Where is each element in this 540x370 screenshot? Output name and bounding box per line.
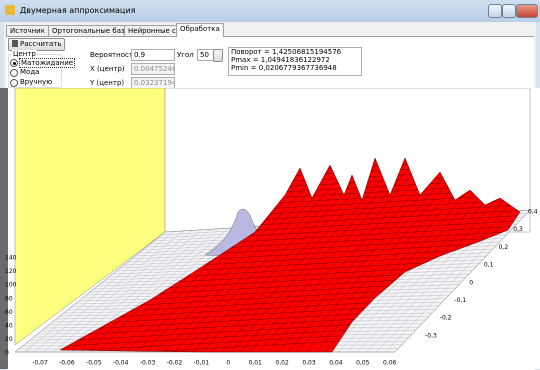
x-tick-label: 0,05 [356, 360, 370, 367]
field-label: Y (центр) [90, 79, 124, 87]
x-tick-label: 0,06 [383, 360, 397, 367]
radio[interactable] [10, 69, 18, 77]
z-tick-label: 120 [5, 268, 17, 275]
info-line: Поворот = 1,42506815194576 [231, 48, 359, 56]
app-icon [5, 5, 15, 15]
y-tick-label: -0,2 [440, 315, 452, 322]
info-line: Pmin = 0,0206779367736948 [231, 64, 359, 72]
x-tick-label: -0,04 [113, 360, 129, 367]
z-tick-label: 20 [5, 336, 13, 343]
y-tick-label: -0,3 [425, 332, 437, 339]
center-group-label: Центр [12, 50, 37, 58]
minimize-button[interactable] [488, 4, 502, 18]
y-tick-label: 0 [469, 279, 473, 286]
y-tick-label: 0,3 [513, 226, 523, 233]
x-center-input: 0.0047524602 [131, 63, 175, 75]
x-tick-label: 0,04 [329, 360, 343, 367]
field-label: Угол [177, 51, 194, 59]
x-tick-label: 0,02 [275, 360, 289, 367]
radio[interactable] [10, 59, 18, 67]
radio[interactable] [10, 79, 18, 87]
tab-selected[interactable]: Обработка [176, 23, 224, 37]
calc-button-label: Рассчитать [20, 40, 61, 48]
field-label: Вероятность [90, 51, 137, 59]
y-tick-label: 0,1 [484, 262, 494, 269]
probability-input[interactable]: 0.9 [131, 49, 175, 61]
x-tick-label: -0,02 [167, 360, 183, 367]
x-tick-label: 0,03 [302, 360, 316, 367]
y-tick-label: -0,1 [455, 297, 467, 304]
z-tick-label: 140 [5, 255, 17, 262]
close-button[interactable] [516, 4, 538, 18]
x-tick-label: -0,01 [194, 360, 210, 367]
info-box: Поворот = 1,42506815194576 Pmax = 1,0494… [228, 47, 362, 76]
z-tick-label: 0 [5, 350, 9, 357]
y-tick-label: 0,2 [499, 244, 509, 251]
z-tick-label: 40 [5, 323, 13, 330]
x-tick-label: -0,03 [140, 360, 156, 367]
z-tick-label: 80 [5, 295, 13, 302]
radio-label[interactable]: Матожидание [19, 58, 75, 68]
x-tick-label: -0,07 [32, 360, 48, 367]
calc-icon [12, 40, 18, 47]
x-tick-label: -0,06 [59, 360, 75, 367]
field-label: X (центр) [90, 65, 125, 73]
window-title: Двумерная аппроксимация [20, 6, 135, 15]
title-bar: Двумерная аппроксимация [0, 0, 540, 22]
angle-spinner[interactable] [213, 49, 223, 62]
y-tick-label: 0,4 [528, 209, 538, 216]
x-tick-label: 0 [226, 360, 230, 367]
surface-plot: 140 120 100 80 60 40 20 0 -0,07 -0,06 -0,05 -0,04 -0… [0, 88, 540, 369]
info-line: Pmax = 1,04941836122972 [231, 56, 359, 64]
radio-label[interactable]: Мода [20, 68, 39, 76]
x-tick-label: 0,01 [249, 360, 263, 367]
x-tick-label: -0,05 [86, 360, 102, 367]
maximize-button[interactable] [502, 4, 516, 18]
z-tick-label: 60 [5, 309, 13, 316]
radio-label[interactable]: Вручную [20, 78, 52, 86]
z-tick-label: 100 [5, 282, 17, 289]
